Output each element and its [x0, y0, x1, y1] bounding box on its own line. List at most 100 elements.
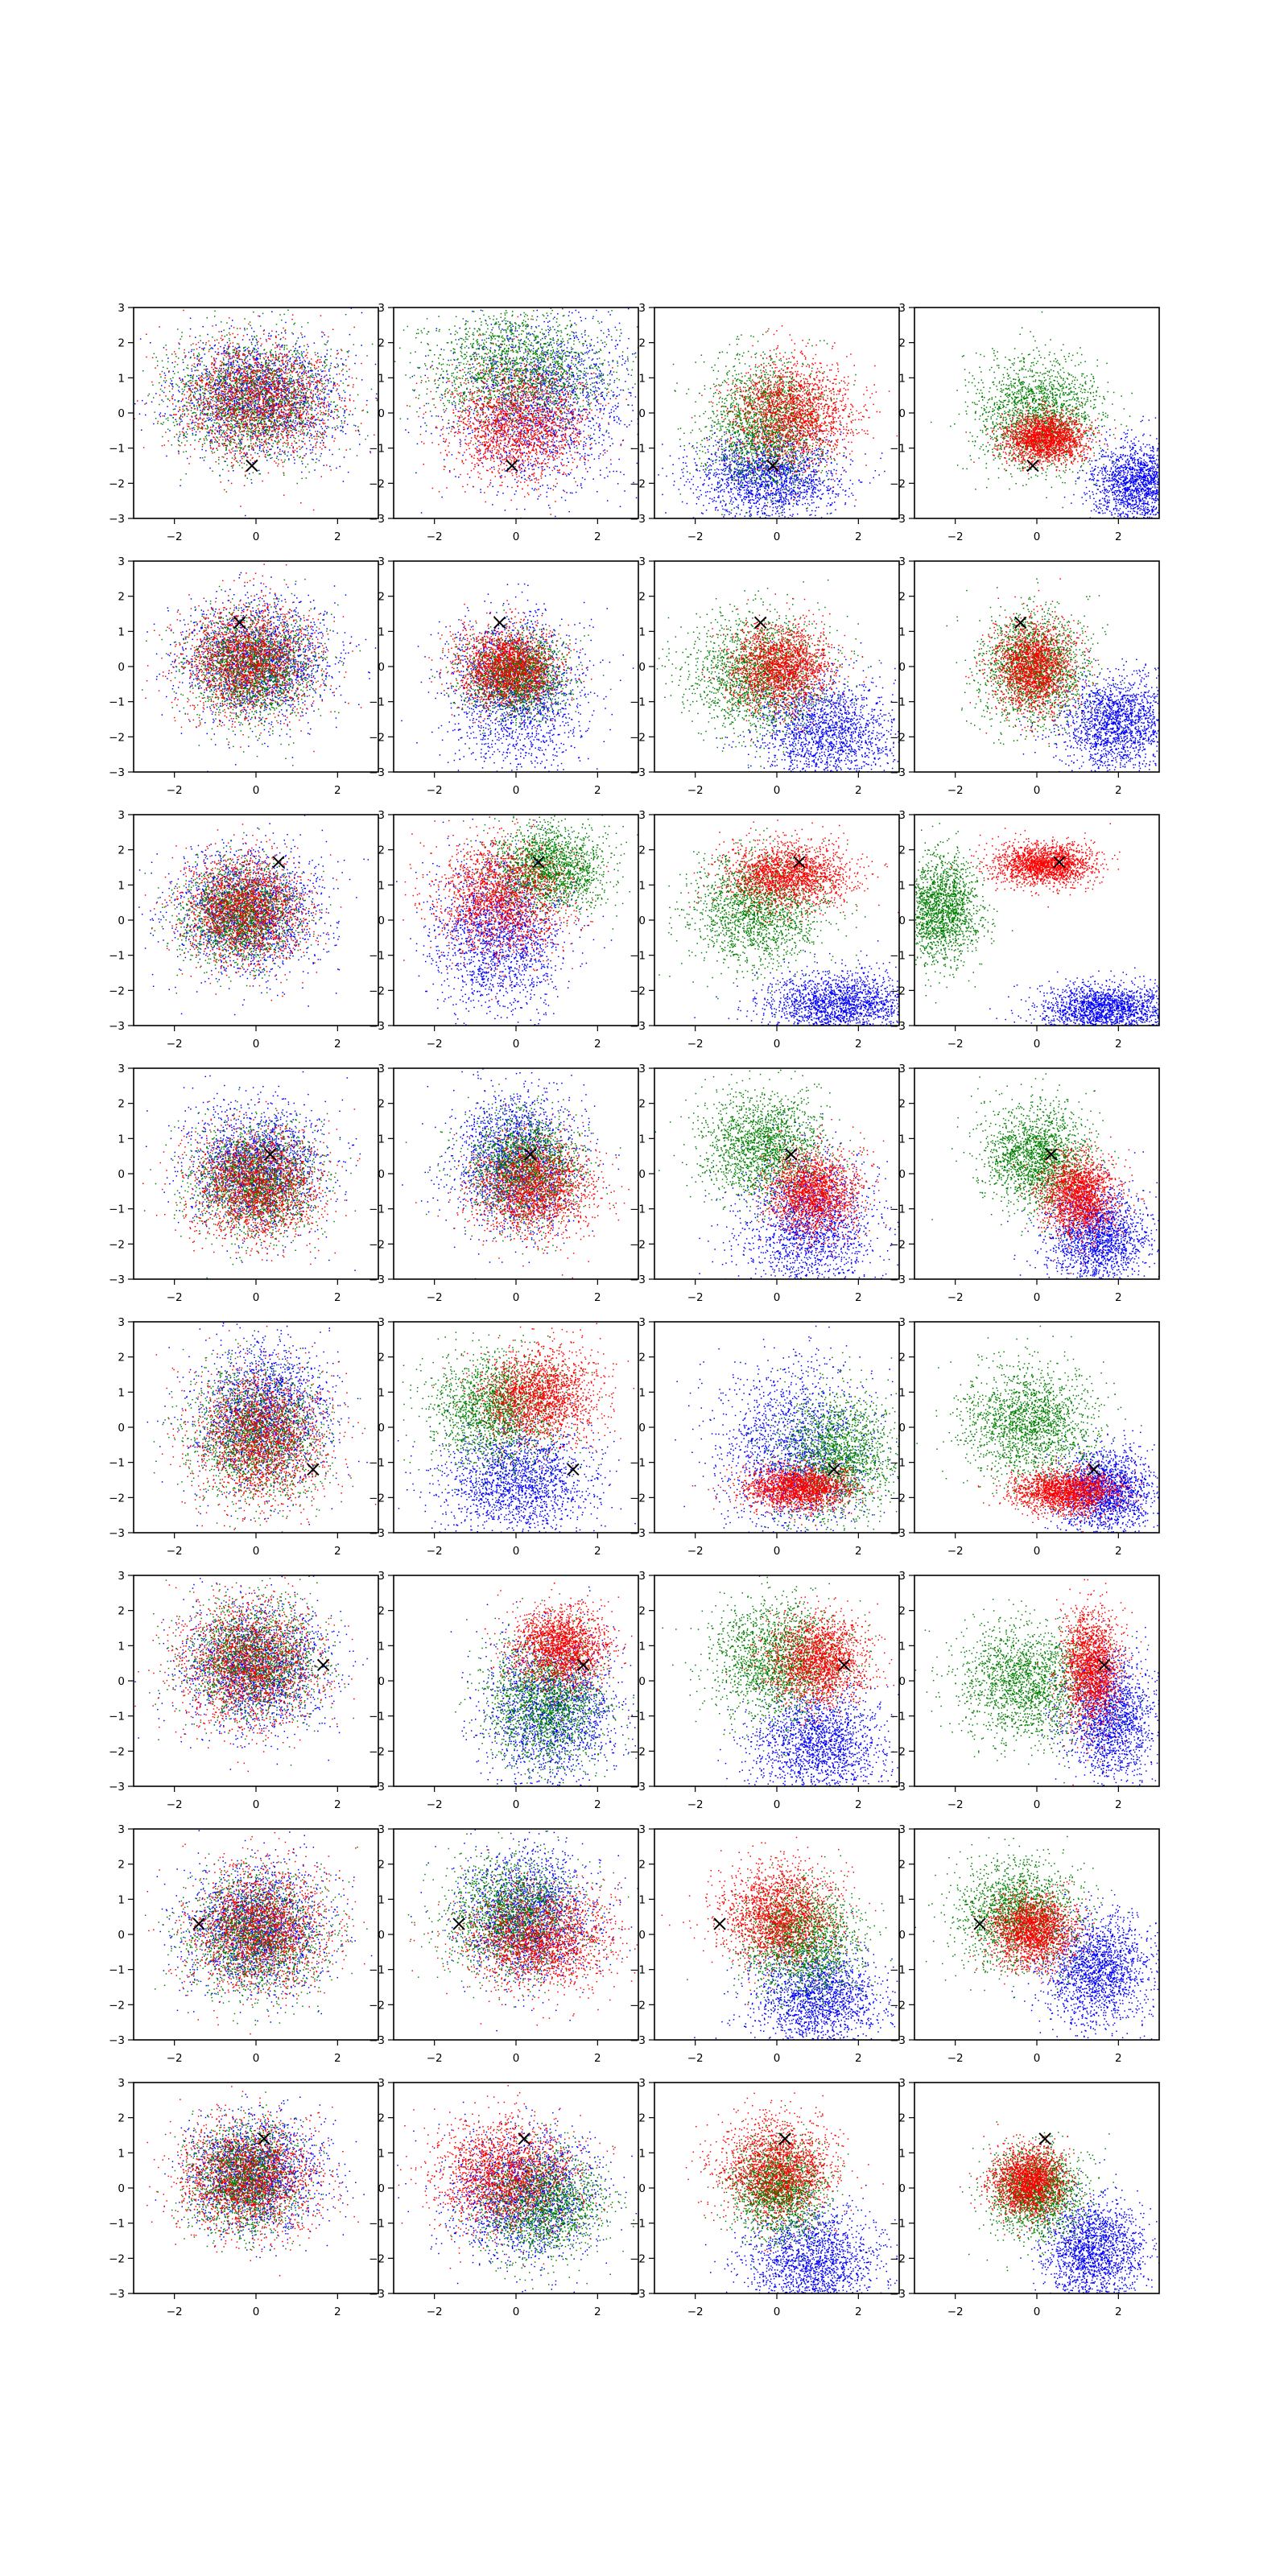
red-point-cloud [691, 1455, 879, 1526]
y-tick-label: −3 [109, 2034, 125, 2047]
scatter-panel-r7-c2: −2 0 2 −3 −2 −1 0 1 2 3 [369, 1823, 639, 2065]
y-tick-label: −3 [890, 766, 906, 779]
scatter-panel-r6-c3: −2 0 2 −3 −2 −1 0 1 2 3 [630, 1570, 900, 1811]
y-tick-label: 1 [638, 625, 646, 638]
x-tick-label: 2 [594, 784, 601, 797]
x-tick-label: 0 [1034, 530, 1041, 543]
scatter-panel-r2-c3: −2 0 2 −3 −2 −1 0 1 2 3 [630, 555, 900, 797]
y-tick-label: −2 [109, 477, 125, 490]
y-tick-label: −3 [369, 1020, 385, 1033]
y-tick-label: −3 [630, 2288, 646, 2301]
y-tick-label: 0 [638, 1168, 646, 1181]
x-tick-label: 0 [1034, 2306, 1041, 2318]
y-tick-label: 1 [638, 879, 646, 892]
scatter-points [656, 579, 899, 772]
y-tick-label: −1 [369, 1964, 385, 1977]
y-tick-label: 2 [378, 2112, 385, 2125]
y-tick-label: 0 [378, 1168, 385, 1181]
scatter-points [397, 2085, 638, 2293]
axes-frame [133, 1575, 379, 1787]
y-tick-label: 3 [638, 1063, 646, 1075]
y-tick-label: −1 [369, 950, 385, 963]
scatter-panel-r4-c4: −2 0 2 −3 −2 −1 0 1 2 3 [890, 1063, 1160, 1304]
y-tick-label: −1 [630, 1203, 646, 1216]
y-tick-label: 1 [378, 1640, 385, 1653]
x-tick-label: 0 [774, 1038, 781, 1051]
y-tick-label: −1 [109, 1457, 125, 1470]
reference-x-marker [837, 1658, 851, 1672]
y-tick-label: −2 [369, 1745, 385, 1758]
scatter-points [407, 1829, 638, 2032]
y-tick-label: 2 [378, 844, 385, 857]
scatter-points [931, 1073, 1159, 1279]
x-tick-label: 2 [594, 1291, 601, 1304]
reference-x-marker [793, 856, 806, 869]
y-tick-label: 2 [898, 1352, 906, 1364]
y-tick-label: −3 [369, 513, 385, 526]
reference-x-marker [493, 616, 506, 630]
x-tick-label: −2 [427, 2052, 443, 2065]
x-tick-label: −2 [687, 2052, 704, 2065]
green-point-cloud [402, 1331, 603, 1506]
x-tick-label: 2 [594, 1798, 601, 1811]
x-tick-label: 0 [513, 530, 520, 543]
y-tick-label: −1 [369, 1457, 385, 1470]
y-tick-label: −2 [630, 477, 646, 490]
y-tick-label: 3 [118, 1316, 125, 1329]
x-tick-label: 0 [253, 1798, 260, 1811]
y-tick-label: −1 [369, 696, 385, 709]
green-point-cloud [914, 823, 1018, 1004]
scatter-panel-r2-c1: −2 0 2 −3 −2 −1 0 1 2 3 [109, 555, 379, 797]
x-tick-label: −2 [947, 1038, 964, 1051]
scatter-points [662, 1575, 899, 1786]
y-tick-label: −1 [890, 1711, 906, 1724]
red-point-cloud [142, 1100, 361, 1265]
x-tick-label: 2 [855, 530, 862, 543]
axes-frame [914, 1575, 1160, 1787]
x-tick-label: 0 [774, 1291, 781, 1304]
green-point-cloud [142, 309, 378, 493]
x-tick-label: 0 [253, 2052, 260, 2065]
y-tick-label: 2 [638, 1859, 646, 1872]
red-point-cloud [687, 819, 899, 926]
blue-point-cloud [1020, 2159, 1159, 2293]
y-tick-label: 1 [378, 372, 385, 385]
y-tick-label: −2 [109, 1999, 125, 2012]
x-tick-label: 0 [774, 1798, 781, 1811]
x-tick-label: 0 [253, 2306, 260, 2318]
scatter-panel-r3-c2: −2 0 2 −3 −2 −1 0 1 2 3 [369, 809, 639, 1051]
y-tick-label: 0 [378, 1422, 385, 1435]
scatter-points [914, 1579, 1159, 1786]
x-tick-label: 0 [774, 784, 781, 797]
x-tick-label: −2 [427, 1798, 443, 1811]
scatter-points [931, 311, 1159, 518]
y-tick-label: −3 [369, 1781, 385, 1794]
axes-frame [393, 307, 639, 519]
x-tick-label: −2 [427, 2306, 443, 2318]
scatter-points [402, 1068, 630, 1279]
y-tick-label: 1 [638, 2147, 646, 2160]
y-tick-label: 3 [638, 302, 646, 315]
y-tick-label: 0 [118, 1675, 125, 1688]
y-tick-label: 3 [638, 1570, 646, 1583]
green-point-cloud [931, 311, 1133, 509]
y-tick-label: 0 [118, 407, 125, 420]
green-point-cloud [914, 1599, 1150, 1786]
scatter-panel-r4-c2: −2 0 2 −3 −2 −1 0 1 2 3 [369, 1063, 639, 1304]
y-tick-label: 0 [898, 1929, 906, 1942]
x-tick-label: −2 [687, 784, 704, 797]
y-tick-label: 1 [118, 879, 125, 892]
y-tick-label: −3 [369, 1527, 385, 1540]
x-tick-label: −2 [167, 530, 183, 543]
scatter-panel-r1-c3: −2 0 2 −3 −2 −1 0 1 2 3 [630, 302, 900, 543]
y-tick-label: −1 [369, 443, 385, 456]
y-tick-label: 0 [118, 1168, 125, 1181]
y-tick-label: 3 [378, 1823, 385, 1836]
y-tick-label: 3 [118, 1063, 125, 1075]
scatter-points [138, 815, 369, 1016]
red-point-cloud [725, 1596, 894, 1742]
y-tick-label: 2 [638, 844, 646, 857]
red-point-cloud [407, 316, 627, 515]
x-tick-label: 2 [855, 1291, 862, 1304]
x-tick-label: −2 [947, 1545, 964, 1558]
